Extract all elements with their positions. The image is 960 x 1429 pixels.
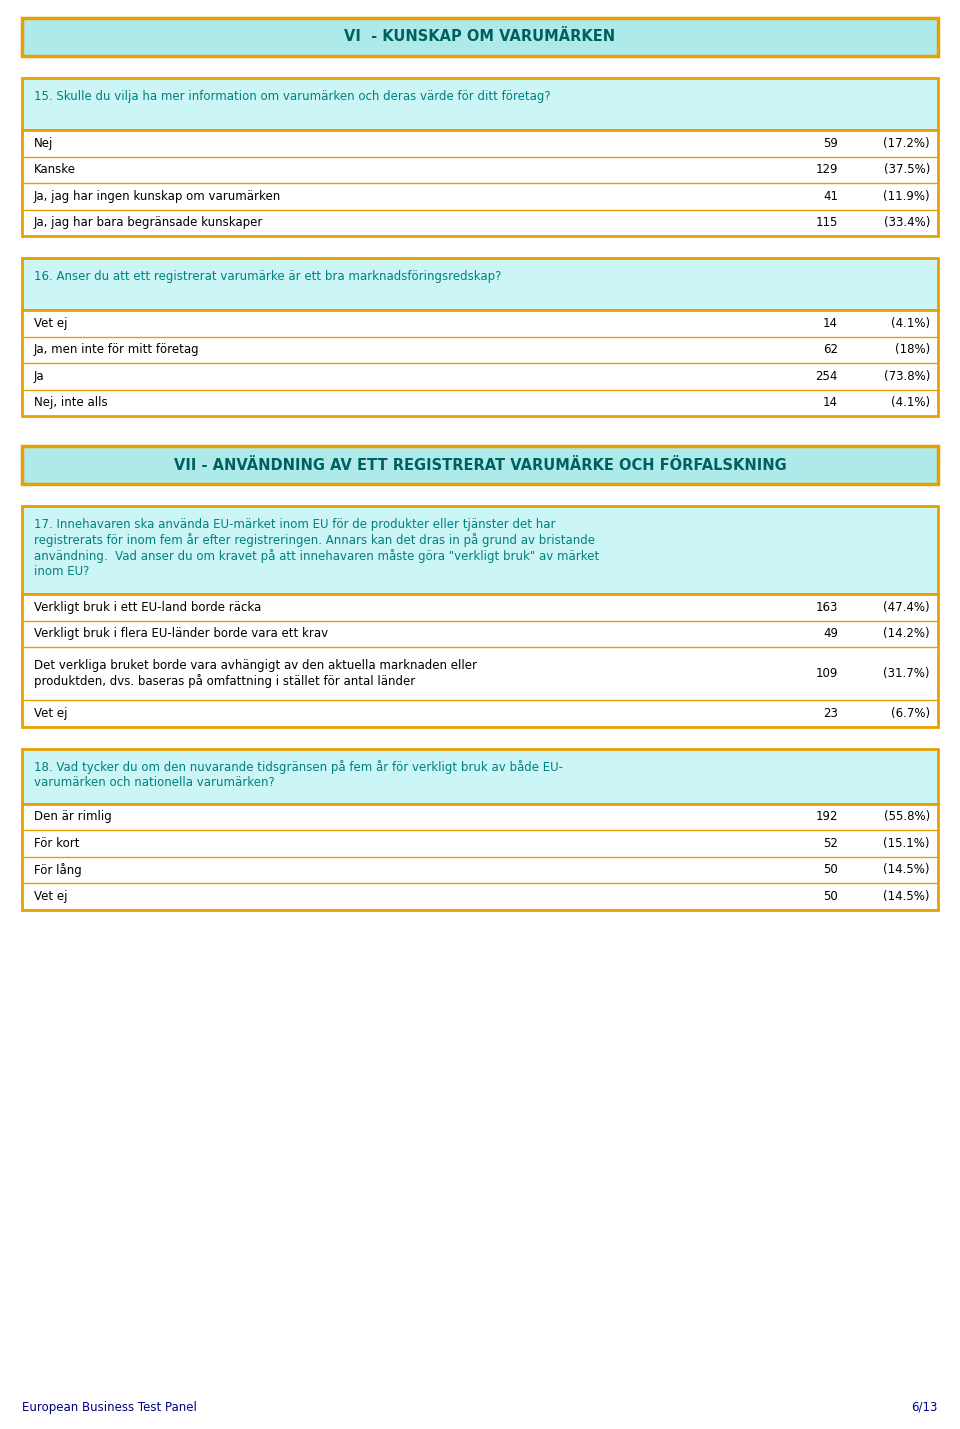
FancyBboxPatch shape	[22, 446, 938, 484]
Text: 15. Skulle du vilja ha mer information om varumärken och deras värde för ditt fö: 15. Skulle du vilja ha mer information o…	[34, 90, 551, 103]
Text: Vet ej: Vet ej	[34, 890, 67, 903]
Text: 109: 109	[816, 667, 838, 680]
Text: 17. Innehavaren ska använda EU-märket inom EU för de produkter eller tjänster de: 17. Innehavaren ska använda EU-märket in…	[34, 517, 599, 579]
Text: European Business Test Panel: European Business Test Panel	[22, 1400, 197, 1415]
FancyBboxPatch shape	[22, 749, 938, 803]
Text: Ja, jag har ingen kunskap om varumärken: Ja, jag har ingen kunskap om varumärken	[34, 190, 281, 203]
FancyBboxPatch shape	[22, 130, 938, 236]
FancyBboxPatch shape	[22, 803, 938, 909]
Text: För kort: För kort	[34, 837, 80, 850]
Text: (47.4%): (47.4%)	[883, 600, 930, 613]
Text: Ja, jag har bara begränsade kunskaper: Ja, jag har bara begränsade kunskaper	[34, 216, 263, 229]
Text: Vet ej: Vet ej	[34, 317, 67, 330]
Text: 49: 49	[823, 627, 838, 640]
Text: (14.5%): (14.5%)	[883, 890, 930, 903]
Text: 18. Vad tycker du om den nuvarande tidsgränsen på fem år för verkligt bruk av bå: 18. Vad tycker du om den nuvarande tidsg…	[34, 760, 563, 789]
Text: Kanske: Kanske	[34, 163, 76, 176]
Text: (33.4%): (33.4%)	[883, 216, 930, 229]
Text: 115: 115	[816, 216, 838, 229]
FancyBboxPatch shape	[22, 259, 938, 310]
Text: (4.1%): (4.1%)	[891, 396, 930, 409]
Text: 16. Anser du att ett registrerat varumärke är ett bra marknadsföringsredskap?: 16. Anser du att ett registrerat varumär…	[34, 270, 501, 283]
Text: Ja, men inte för mitt företag: Ja, men inte för mitt företag	[34, 343, 200, 356]
FancyBboxPatch shape	[22, 19, 938, 56]
Text: Det verkliga bruket borde vara avhängigt av den aktuella marknaden eller
produkt: Det verkliga bruket borde vara avhängigt…	[34, 659, 477, 689]
Text: 62: 62	[823, 343, 838, 356]
Text: VII - ANVÄNDNING AV ETT REGISTRERAT VARUMÄRKE OCH FÖRFALSKNING: VII - ANVÄNDNING AV ETT REGISTRERAT VARU…	[174, 457, 786, 473]
Text: 23: 23	[823, 707, 838, 720]
Text: 41: 41	[823, 190, 838, 203]
Text: (31.7%): (31.7%)	[883, 667, 930, 680]
Text: Vet ej: Vet ej	[34, 707, 67, 720]
FancyBboxPatch shape	[22, 594, 938, 726]
Text: (18%): (18%)	[895, 343, 930, 356]
Text: (11.9%): (11.9%)	[883, 190, 930, 203]
Text: (15.1%): (15.1%)	[883, 837, 930, 850]
FancyBboxPatch shape	[22, 310, 938, 416]
Text: 192: 192	[815, 810, 838, 823]
Text: (14.2%): (14.2%)	[883, 627, 930, 640]
Text: 50: 50	[824, 890, 838, 903]
Text: 254: 254	[816, 370, 838, 383]
Text: Verkligt bruk i flera EU-länder borde vara ett krav: Verkligt bruk i flera EU-länder borde va…	[34, 627, 328, 640]
Text: 52: 52	[823, 837, 838, 850]
Text: Nej: Nej	[34, 137, 54, 150]
Text: VI  - KUNSKAP OM VARUMÄRKEN: VI - KUNSKAP OM VARUMÄRKEN	[345, 30, 615, 44]
Text: För lång: För lång	[34, 863, 82, 877]
Text: 129: 129	[815, 163, 838, 176]
Text: Den är rimlig: Den är rimlig	[34, 810, 111, 823]
Text: (6.7%): (6.7%)	[891, 707, 930, 720]
Text: (17.2%): (17.2%)	[883, 137, 930, 150]
Text: Verkligt bruk i ett EU-land borde räcka: Verkligt bruk i ett EU-land borde räcka	[34, 600, 261, 613]
FancyBboxPatch shape	[22, 506, 938, 594]
Text: 6/13: 6/13	[912, 1400, 938, 1415]
Text: Nej, inte alls: Nej, inte alls	[34, 396, 108, 409]
Text: (4.1%): (4.1%)	[891, 317, 930, 330]
Text: 163: 163	[816, 600, 838, 613]
Text: (14.5%): (14.5%)	[883, 863, 930, 876]
Text: (73.8%): (73.8%)	[883, 370, 930, 383]
Text: 59: 59	[823, 137, 838, 150]
Text: 14: 14	[823, 396, 838, 409]
Text: Ja: Ja	[34, 370, 44, 383]
FancyBboxPatch shape	[22, 79, 938, 130]
Text: 50: 50	[824, 863, 838, 876]
Text: (55.8%): (55.8%)	[884, 810, 930, 823]
Text: (37.5%): (37.5%)	[883, 163, 930, 176]
Text: 14: 14	[823, 317, 838, 330]
